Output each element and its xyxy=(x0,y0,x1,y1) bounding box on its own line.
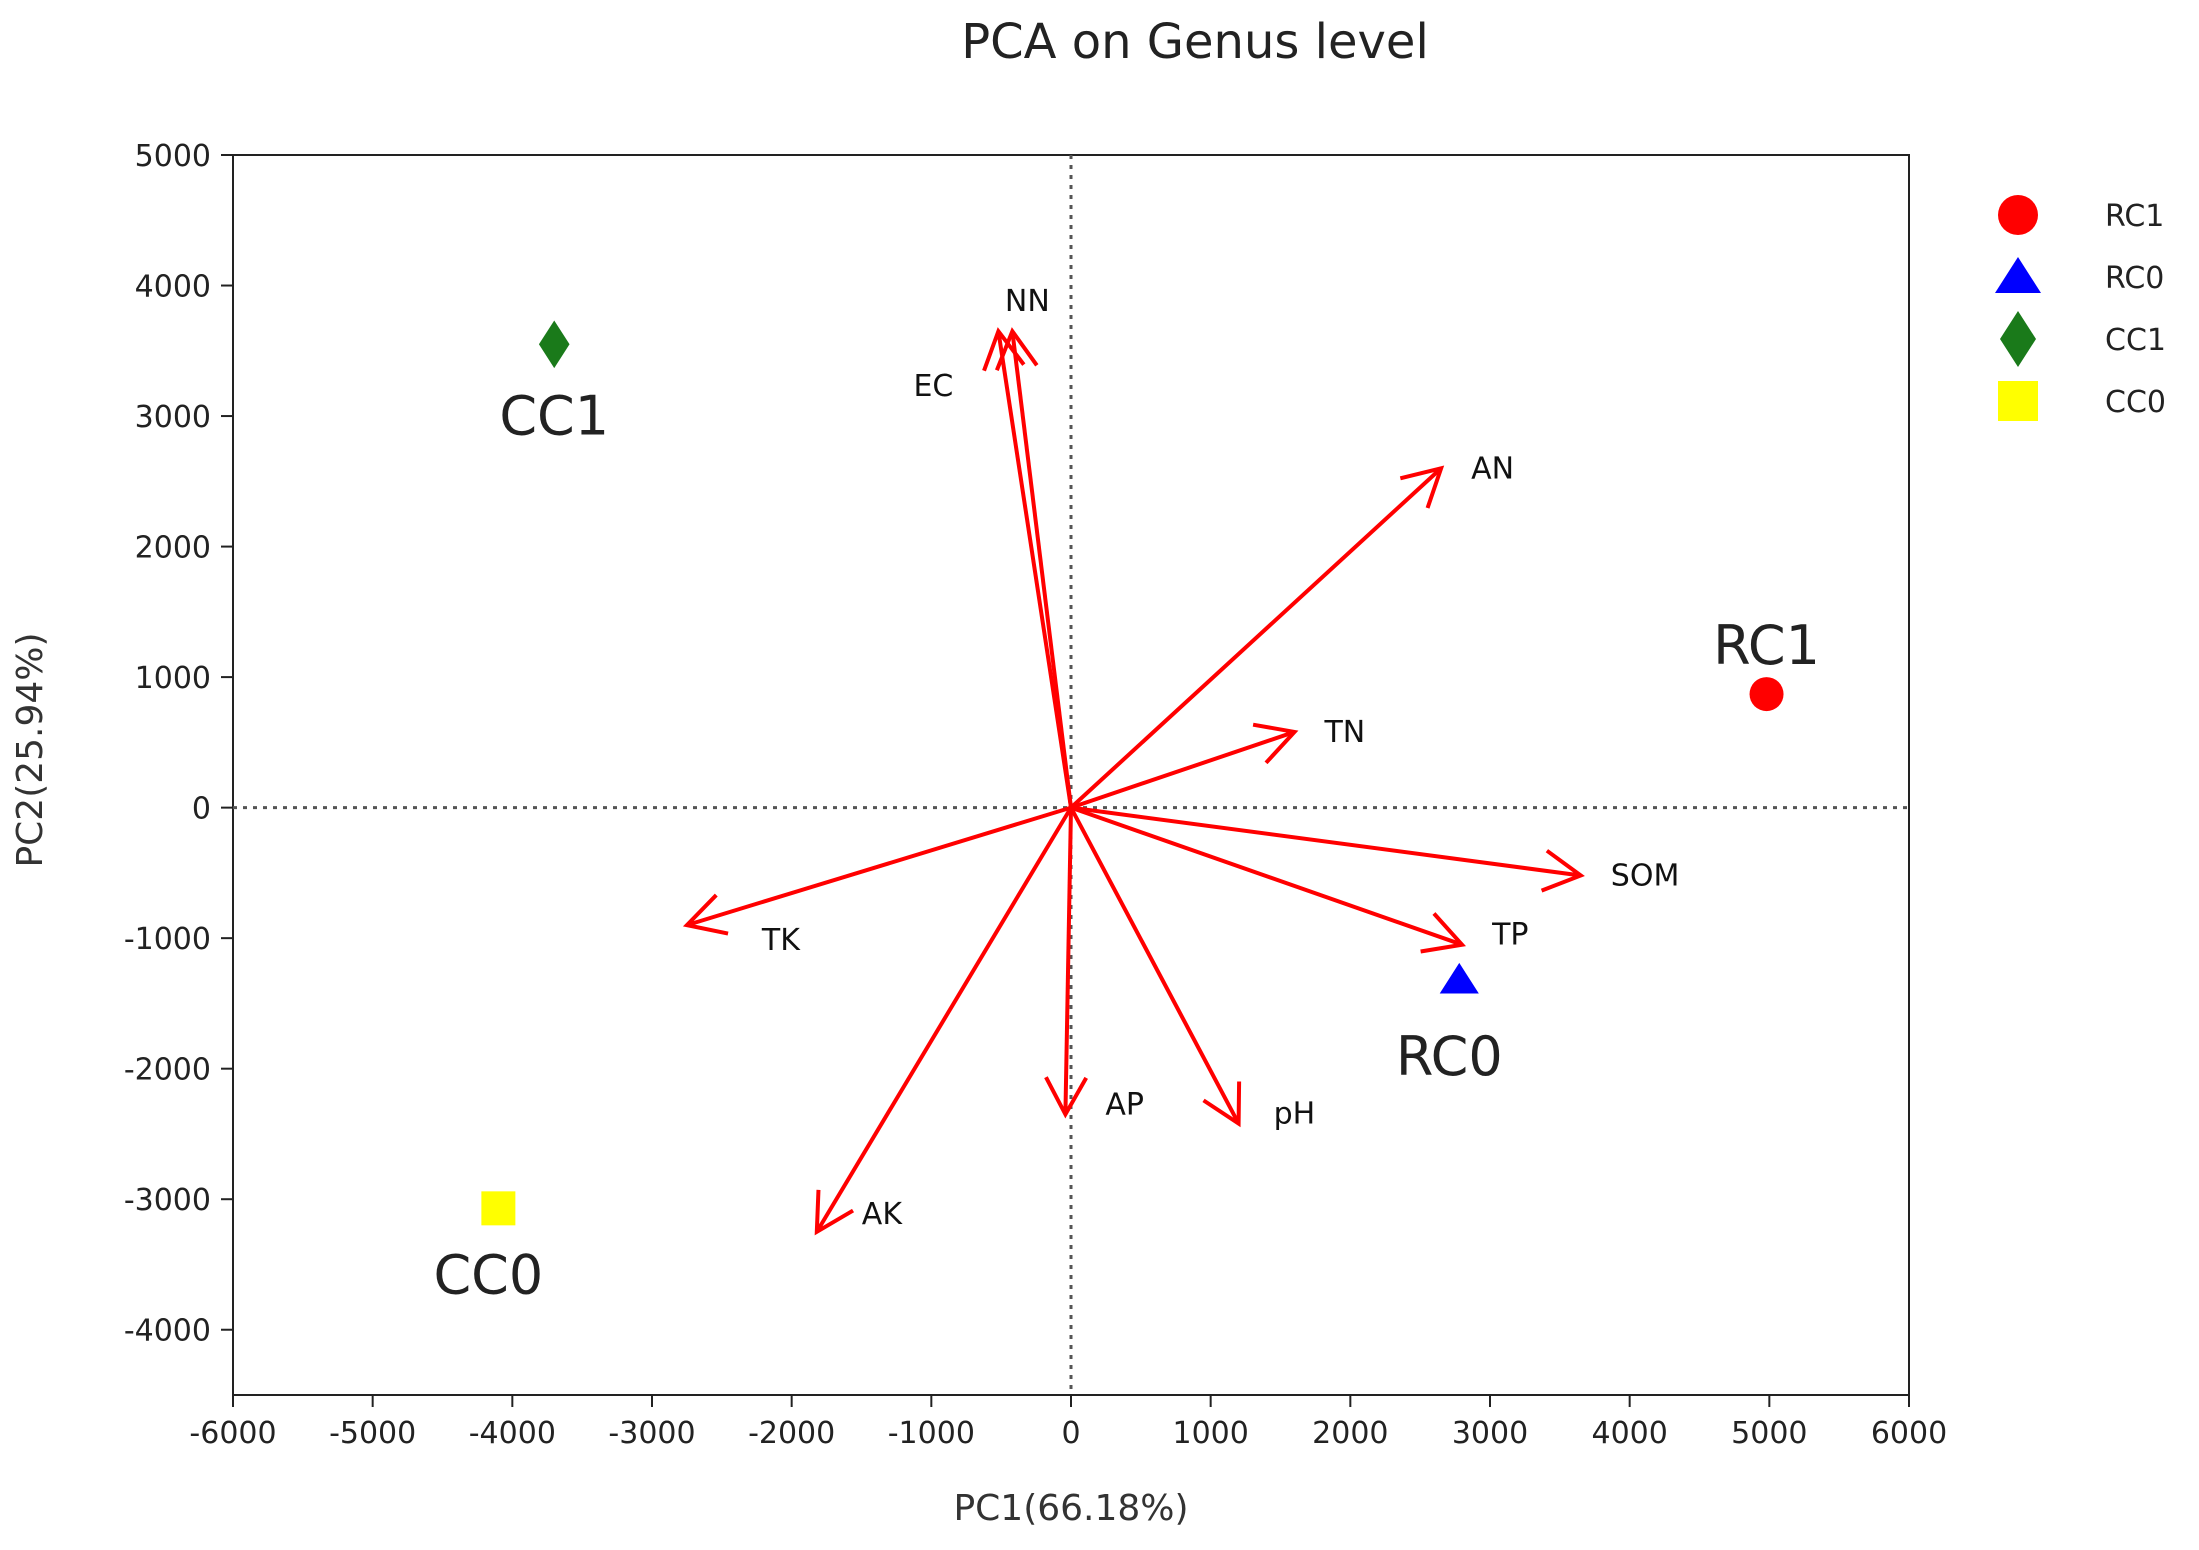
y-tick-label: 5000 xyxy=(135,139,211,174)
vector-tp-arrowhead xyxy=(1420,912,1467,954)
vector-ec-arrowhead xyxy=(982,327,1026,372)
vector-tn-line xyxy=(1070,730,1296,810)
chart-title: PCA on Genus level xyxy=(961,14,1429,70)
vector-ak-label: AK xyxy=(862,1197,904,1232)
vector-an-line xyxy=(1069,466,1443,810)
x-tick-label: -4000 xyxy=(469,1416,556,1451)
y-tick-label: -1000 xyxy=(124,922,211,957)
y-tick-label: 4000 xyxy=(135,270,211,305)
legend-cc0-label: CC0 xyxy=(2105,385,2166,420)
legend-rc1-label: RC1 xyxy=(2105,199,2164,234)
vector-ak-line xyxy=(815,806,1073,1233)
loading-vectors: NN EC AN TN SOM TP TK AP pH AK xyxy=(682,284,1680,1236)
sample-cc1-label: CC1 xyxy=(499,384,609,447)
y-axis-ticks: -4000 -3000 -2000 -1000 0 1000 2000 3000 4000 500… xyxy=(124,139,233,1349)
sample-points: RC1 RC0 CC1 CC0 xyxy=(433,320,1820,1306)
vector-tk-label: TK xyxy=(761,923,801,958)
vector-tn-label: TN xyxy=(1323,715,1365,750)
x-tick-label: 6000 xyxy=(1871,1416,1947,1451)
x-tick-label: -2000 xyxy=(748,1416,835,1451)
sample-rc1-label: RC1 xyxy=(1713,614,1820,677)
sample-cc1-marker xyxy=(538,320,570,369)
y-tick-label: -3000 xyxy=(124,1183,211,1218)
y-tick-label: -2000 xyxy=(124,1053,211,1088)
sample-cc0-label: CC0 xyxy=(433,1243,543,1306)
x-tick-label: -1000 xyxy=(888,1416,975,1451)
vector-ap-line xyxy=(1063,807,1073,1115)
sample-rc1-marker xyxy=(1749,677,1784,712)
vector-tk-arrowhead xyxy=(682,893,729,936)
y-axis-label: PC2(25.94%) xyxy=(10,632,51,867)
vector-tk-line xyxy=(686,805,1072,928)
vector-tp-label: TP xyxy=(1491,918,1528,953)
x-tick-label: -3000 xyxy=(608,1416,695,1451)
x-tick-label: 0 xyxy=(1061,1416,1080,1451)
vector-nn-label: NN xyxy=(1005,284,1050,319)
vector-tp-line xyxy=(1070,805,1463,947)
vector-ap-arrowhead xyxy=(1044,1076,1088,1119)
vector-ec-line xyxy=(996,330,1073,808)
x-tick-label: -6000 xyxy=(189,1416,276,1451)
x-tick-label: 5000 xyxy=(1731,1416,1807,1451)
y-tick-label: 0 xyxy=(192,792,211,827)
legend-rc1-marker xyxy=(1998,195,2038,235)
x-axis-ticks: -6000 -5000 -4000 -3000 -2000 -1000 0 1000 2000 3… xyxy=(189,1395,1947,1451)
y-tick-label: -4000 xyxy=(124,1314,211,1349)
legend: RC1 RC0 CC1 CC0 xyxy=(1995,195,2166,421)
x-tick-label: 4000 xyxy=(1591,1416,1667,1451)
vector-an-label: AN xyxy=(1471,451,1514,486)
x-axis-label: PC1(66.18%) xyxy=(953,1488,1188,1529)
vector-ak-arrowhead xyxy=(814,1189,855,1236)
vector-som-line xyxy=(1070,805,1582,878)
x-tick-label: -5000 xyxy=(329,1416,416,1451)
legend-rc0-marker xyxy=(1995,257,2041,293)
x-tick-label: 3000 xyxy=(1452,1416,1528,1451)
vector-som-label: SOM xyxy=(1611,859,1680,894)
vector-ap-label: AP xyxy=(1105,1087,1144,1122)
legend-cc1-marker xyxy=(2000,311,2036,367)
x-tick-label: 1000 xyxy=(1172,1416,1248,1451)
vector-ph-arrowhead xyxy=(1202,1081,1242,1128)
vector-ph-label: pH xyxy=(1274,1097,1316,1132)
legend-rc0-label: RC0 xyxy=(2105,261,2164,296)
y-tick-label: 1000 xyxy=(135,661,211,696)
y-tick-label: 3000 xyxy=(135,400,211,435)
vector-ph-line xyxy=(1069,806,1241,1125)
legend-cc0-marker xyxy=(1998,381,2038,421)
vector-ec-label: EC xyxy=(913,369,953,404)
vector-tn-arrowhead xyxy=(1252,722,1299,765)
vector-an-arrowhead xyxy=(1399,465,1445,509)
legend-cc1-label: CC1 xyxy=(2105,323,2166,358)
y-tick-label: 2000 xyxy=(135,531,211,566)
sample-rc0-label: RC0 xyxy=(1396,1025,1503,1088)
sample-cc0-marker xyxy=(481,1191,516,1226)
zero-lines xyxy=(233,155,1909,1395)
vector-nn-line xyxy=(1010,330,1073,808)
x-tick-label: 2000 xyxy=(1312,1416,1388,1451)
sample-rc0-marker xyxy=(1439,962,1479,994)
vector-som-arrowhead xyxy=(1540,849,1585,893)
